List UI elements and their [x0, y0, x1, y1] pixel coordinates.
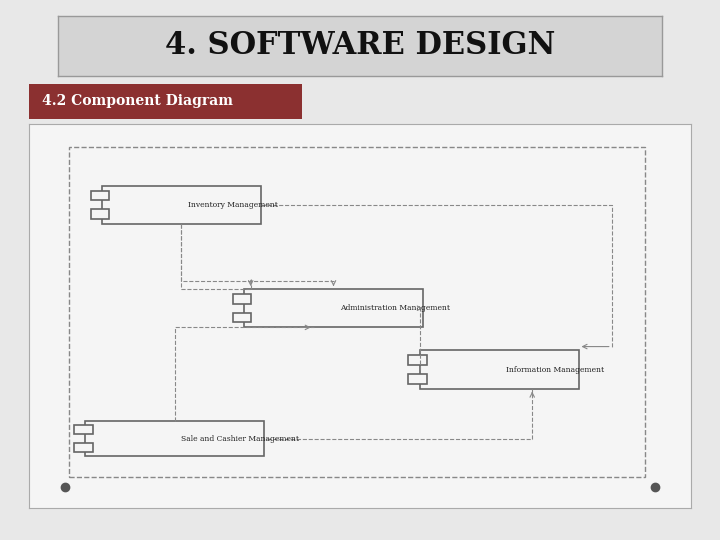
- FancyBboxPatch shape: [233, 294, 251, 303]
- FancyBboxPatch shape: [74, 425, 93, 435]
- FancyBboxPatch shape: [91, 210, 109, 219]
- FancyBboxPatch shape: [85, 421, 264, 456]
- Text: Administration Management: Administration Management: [340, 304, 450, 312]
- FancyBboxPatch shape: [244, 289, 423, 327]
- Text: Inventory Management: Inventory Management: [188, 201, 278, 209]
- FancyBboxPatch shape: [420, 350, 579, 389]
- FancyBboxPatch shape: [91, 191, 109, 200]
- Text: 4.2 Component Diagram: 4.2 Component Diagram: [42, 94, 233, 108]
- FancyBboxPatch shape: [233, 313, 251, 322]
- FancyBboxPatch shape: [408, 374, 427, 384]
- Text: 4. SOFTWARE DESIGN: 4. SOFTWARE DESIGN: [165, 30, 555, 62]
- FancyBboxPatch shape: [74, 443, 93, 453]
- Text: Sale and Cashier Management: Sale and Cashier Management: [181, 435, 299, 443]
- FancyBboxPatch shape: [408, 355, 427, 365]
- FancyBboxPatch shape: [102, 186, 261, 224]
- Text: Information Management: Information Management: [505, 366, 604, 374]
